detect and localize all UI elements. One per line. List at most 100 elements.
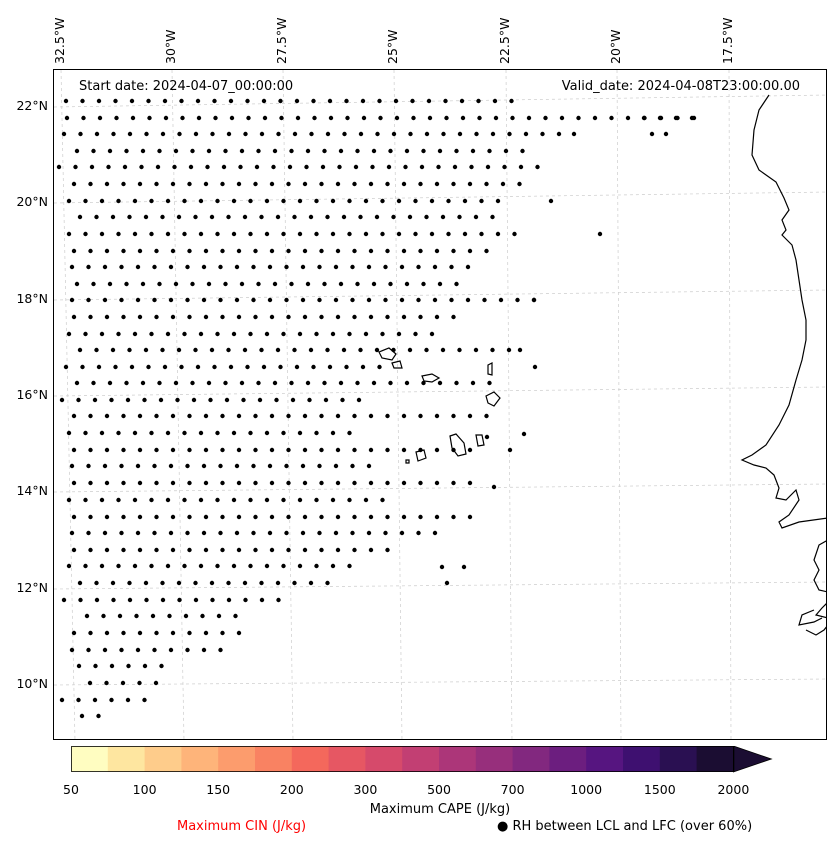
rh-dot (170, 248, 176, 254)
rh-dot (327, 364, 333, 370)
rh-dot (226, 347, 231, 353)
rh-dot (269, 314, 275, 320)
rh-dot (424, 131, 430, 137)
rh-dot (59, 397, 65, 403)
rh-dot (132, 231, 138, 237)
rh-dot (180, 115, 185, 121)
rh-dot (371, 380, 377, 386)
rh-dot (319, 413, 324, 419)
rh-dot (86, 297, 91, 303)
rh-dot (507, 131, 512, 137)
rh-dot (152, 530, 157, 536)
rh-dot (469, 164, 474, 170)
rh-dot (203, 447, 209, 453)
rh-legend-label: ● RH between LCL and LFC (over 60%) (497, 819, 753, 834)
rh-dot (410, 98, 415, 104)
rh-dot (228, 364, 234, 370)
rh-dot (440, 347, 446, 353)
rh-dot (66, 497, 72, 503)
rh-dot (314, 497, 319, 503)
rh-dot (83, 331, 88, 337)
rh-dot (99, 563, 105, 569)
rh-dot (308, 580, 314, 586)
rh-dot (368, 447, 374, 453)
rh-dot (325, 580, 330, 586)
colorbar-cell (71, 746, 109, 772)
rh-dot (243, 597, 248, 603)
rh-dot (231, 231, 237, 237)
rh-dot (165, 563, 171, 569)
lat-label: 16°N (16, 387, 48, 402)
rh-dot (142, 697, 147, 703)
rh-dot (121, 480, 126, 486)
rh-dot (434, 514, 440, 520)
meridian-line (393, 70, 403, 739)
rh-dot (352, 248, 357, 254)
rh-dot (256, 281, 261, 287)
rh-dot (368, 248, 374, 254)
rh-dot (106, 164, 111, 170)
rh-dot (319, 248, 324, 254)
rh-dot (88, 514, 93, 520)
rh-dot (380, 231, 385, 237)
rh-dot (125, 697, 131, 703)
rh-dot (188, 164, 194, 170)
rh-dot (328, 115, 334, 121)
rh-dot (317, 530, 322, 536)
rh-dot (446, 198, 451, 204)
rh-dot (444, 580, 450, 586)
rh-dot (91, 148, 96, 154)
rh-dot (226, 131, 232, 137)
rh-dot (215, 198, 220, 204)
rh-dot (253, 547, 258, 553)
rh-dot (383, 264, 388, 270)
rh-dot (116, 231, 121, 237)
rh-dot (121, 181, 126, 187)
rh-dot (457, 131, 463, 137)
rh-dot (467, 248, 473, 254)
meridian-line (282, 70, 294, 739)
rh-dot (297, 563, 303, 569)
lat-label: 22°N (16, 98, 48, 113)
rh-dot (429, 331, 435, 337)
rh-dot (512, 231, 517, 237)
island-sal (487, 362, 493, 376)
rh-dot (119, 264, 124, 270)
rh-dot (355, 148, 360, 154)
rh-dot (262, 115, 268, 121)
rh-dot (434, 314, 440, 320)
rh-dot (399, 530, 405, 536)
rh-dot (182, 198, 187, 204)
rh-dot (201, 647, 207, 653)
rh-dot (449, 264, 454, 270)
rh-dot (92, 397, 98, 403)
rh-dot (158, 397, 164, 403)
rh-dot (140, 380, 146, 386)
rh-dot (401, 248, 407, 254)
rh-dot (201, 463, 207, 469)
rh-dot (275, 580, 281, 586)
rh-dot (340, 397, 345, 403)
rh-dot (281, 231, 286, 237)
rh-dot (649, 131, 655, 137)
rh-dot (121, 248, 126, 254)
rh-dot (137, 314, 143, 320)
rh-dot (236, 630, 242, 636)
parallel-line (54, 581, 826, 590)
rh-dot (245, 98, 250, 104)
rh-dot (71, 630, 77, 636)
lon-label: 25°W (385, 29, 400, 64)
rh-dot (358, 214, 363, 220)
rh-dot (380, 331, 385, 337)
rh-dot (120, 680, 126, 686)
rh-dot (286, 480, 291, 486)
rh-dot (292, 131, 298, 137)
rh-dot (374, 214, 380, 220)
rh-dot (198, 231, 204, 237)
rh-dot (127, 131, 133, 137)
rh-dot (335, 480, 341, 486)
rh-dot (337, 164, 342, 170)
rh-dot (210, 131, 215, 137)
rh-dot (175, 397, 180, 403)
rh-dot (312, 115, 317, 121)
